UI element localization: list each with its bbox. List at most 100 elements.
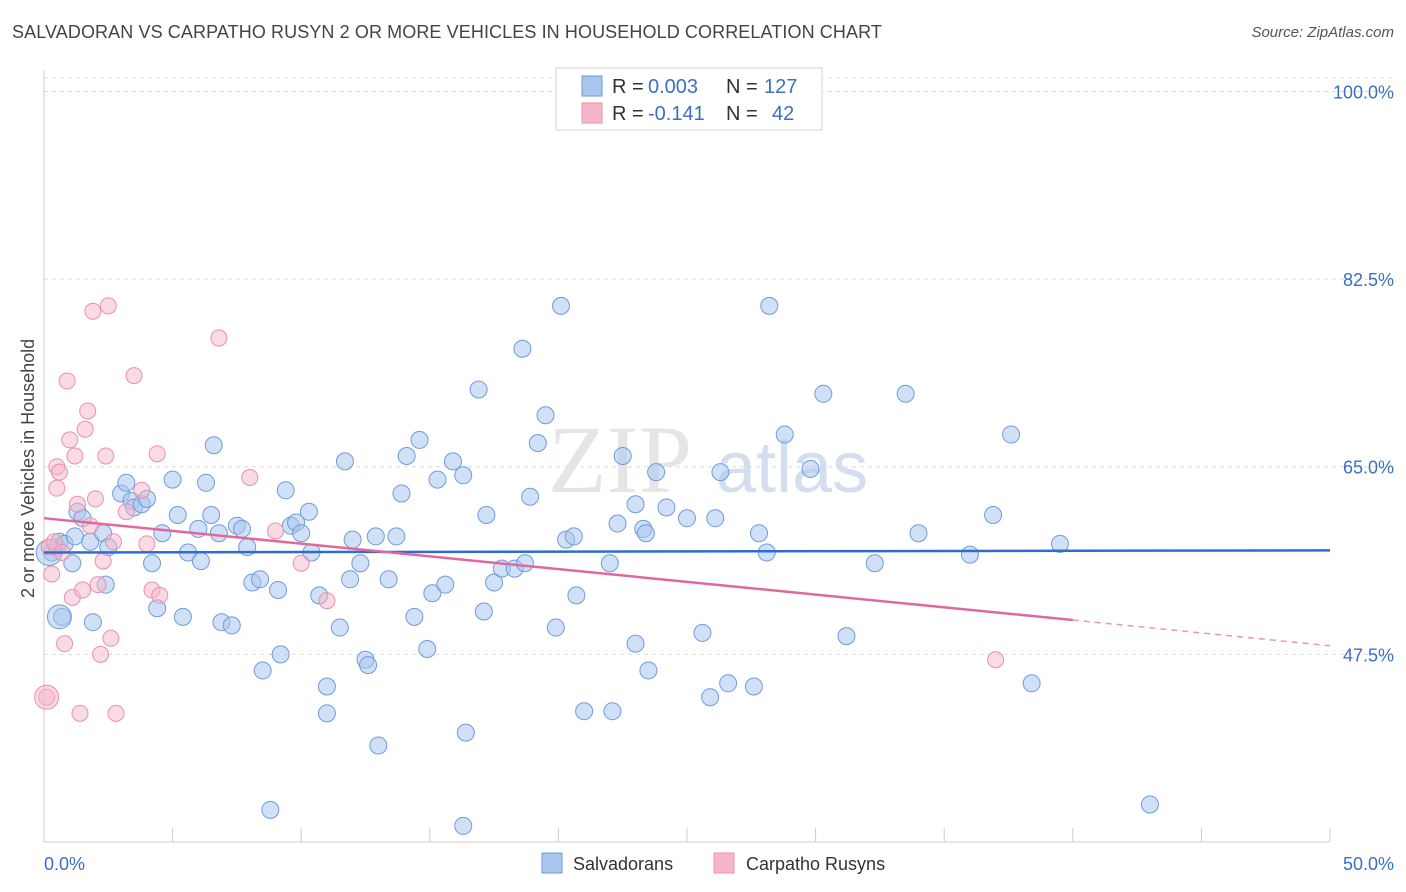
data-point-salvadorans: [46, 604, 72, 630]
y-tick-labels: 47.5% 65.0% 82.5% 100.0%: [1333, 82, 1394, 665]
data-point-salvadorans: [706, 509, 725, 528]
data-point-salvadorans: [63, 554, 82, 573]
data-point-salvadorans: [436, 575, 455, 594]
data-point-salvadorans: [551, 296, 570, 315]
data-point-salvadorans: [202, 505, 221, 524]
data-point-salvadorans: [428, 470, 447, 489]
data-point-salvadorans: [719, 674, 738, 693]
data-point-salvadorans: [269, 581, 288, 600]
data-point-salvadorans: [837, 627, 856, 646]
trend-line-carpatho-rusyns-extension: [1072, 619, 1331, 647]
data-point-salvadorans: [330, 618, 349, 637]
watermark: ZIP atlas: [548, 406, 868, 513]
data-point-salvadorans: [474, 602, 493, 621]
data-point-salvadorans: [204, 436, 223, 455]
y-tick-label: 100.0%: [1333, 82, 1394, 102]
data-point-salvadorans: [896, 384, 915, 403]
data-point-salvadorans: [65, 527, 84, 546]
data-point-salvadorans: [261, 800, 280, 819]
data-point-salvadorans: [271, 645, 290, 664]
grid-lines: [44, 77, 1394, 655]
data-point-salvadorans: [359, 656, 378, 675]
data-point-salvadorans: [454, 816, 473, 835]
data-point-salvadorans: [143, 554, 162, 573]
data-point-salvadorans: [546, 618, 565, 637]
data-point-carpatho-rusyns: [107, 704, 125, 722]
data-point-salvadorans: [423, 584, 442, 603]
data-point-carpatho-rusyns: [89, 576, 107, 594]
data-point-salvadorans: [647, 463, 666, 482]
data-point-carpatho-rusyns: [68, 495, 86, 513]
data-point-salvadorans: [521, 487, 540, 506]
data-point-carpatho-rusyns: [151, 586, 169, 604]
data-point-carpatho-rusyns: [74, 581, 92, 599]
data-point-salvadorans: [454, 466, 473, 485]
x-tick-labels: 0.0% 50.0%: [44, 854, 1394, 874]
data-point-salvadorans: [608, 514, 627, 533]
data-point-salvadorans: [233, 519, 252, 538]
trend-lines: [43, 516, 1331, 647]
axes: [43, 70, 1331, 843]
data-point-carpatho-rusyns: [125, 367, 143, 385]
data-point-salvadorans: [392, 484, 411, 503]
legend-n-value-1: 127: [764, 76, 797, 98]
x-tick-label: 0.0%: [44, 854, 85, 874]
data-point-salvadorans: [351, 554, 370, 573]
data-point-salvadorans: [567, 586, 586, 605]
data-point-salvadorans: [1140, 795, 1159, 814]
data-point-salvadorans: [387, 527, 406, 546]
data-point-carpatho-rusyns: [81, 517, 99, 535]
data-point-salvadorans: [657, 498, 676, 517]
legend-n-label-2: N =: [726, 103, 758, 125]
data-point-salvadorans: [626, 495, 645, 514]
data-point-salvadorans: [191, 552, 210, 571]
data-point-carpatho-rusyns: [56, 635, 74, 653]
source-label: Source: ZipAtlas.com: [1251, 24, 1394, 41]
data-point-salvadorans: [443, 452, 462, 471]
x-tick-label: 50.0%: [1343, 854, 1394, 874]
legend-r-label-2: R =: [612, 103, 644, 125]
data-point-salvadorans: [397, 447, 416, 465]
data-point-salvadorans: [1002, 425, 1021, 444]
data-point-salvadorans: [1022, 674, 1041, 693]
data-point-salvadorans: [343, 530, 362, 549]
data-point-carpatho-rusyns: [97, 447, 115, 465]
y-tick-label: 47.5%: [1343, 645, 1394, 665]
data-point-carpatho-rusyns: [34, 684, 60, 710]
data-point-salvadorans: [253, 661, 272, 680]
watermark-atlas: atlas: [716, 428, 868, 508]
data-point-carpatho-rusyns: [117, 503, 135, 521]
data-point-salvadorans: [477, 505, 496, 524]
data-point-carpatho-rusyns: [241, 468, 259, 486]
series-legend: Salvadorans Carpatho Rusyns: [541, 852, 885, 874]
data-point-salvadorans: [626, 634, 645, 653]
data-point-salvadorans: [711, 463, 730, 482]
legend-n-value-2: 42: [772, 103, 794, 125]
data-point-salvadorans: [701, 688, 720, 707]
data-point-salvadorans: [760, 296, 779, 315]
data-point-salvadorans: [251, 570, 270, 589]
data-point-carpatho-rusyns: [133, 481, 151, 499]
data-point-salvadorans: [1050, 534, 1069, 553]
data-point-carpatho-rusyns: [61, 431, 79, 449]
trend-line-carpatho-rusyns: [43, 516, 1073, 622]
legend-r-value-2: -0.141: [648, 103, 705, 125]
data-point-salvadorans: [485, 573, 504, 592]
legend-r-label-1: R =: [612, 76, 644, 98]
data-point-salvadorans: [513, 339, 532, 358]
data-point-salvadorans: [317, 704, 336, 723]
data-point-salvadorans: [369, 736, 388, 755]
data-point-salvadorans: [222, 616, 241, 635]
data-point-carpatho-rusyns: [210, 329, 228, 347]
bottom-legend-salvadorans: Salvadorans: [573, 854, 673, 874]
data-point-salvadorans: [744, 677, 763, 696]
data-point-carpatho-rusyns: [102, 629, 120, 647]
data-point-salvadorans: [456, 723, 475, 742]
data-point-salvadorans: [292, 524, 311, 543]
data-point-carpatho-rusyns: [71, 704, 89, 722]
data-point-carpatho-rusyns: [292, 554, 310, 572]
data-point-salvadorans: [678, 509, 696, 528]
data-point-carpatho-rusyns: [86, 490, 104, 508]
data-point-salvadorans: [299, 502, 318, 521]
